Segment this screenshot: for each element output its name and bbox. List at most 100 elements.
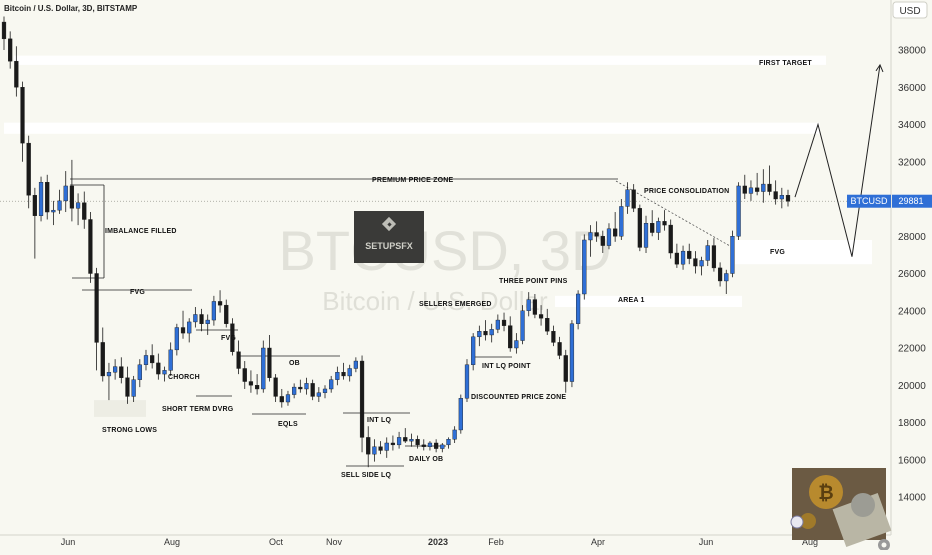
candle <box>322 385 328 399</box>
candle <box>680 245 686 270</box>
candle <box>594 221 599 242</box>
candle <box>730 230 735 278</box>
candle <box>434 439 439 453</box>
candle <box>440 442 445 453</box>
candle-body <box>650 223 655 233</box>
candle-body <box>409 439 414 442</box>
price-tick-label: 24000 <box>898 306 926 317</box>
candle-body <box>452 429 457 440</box>
candle-body <box>230 323 235 352</box>
setupsfx-logo: SETUPSFX <box>354 211 424 263</box>
candle <box>563 349 568 393</box>
candle-body <box>106 372 112 377</box>
logo-diamond-icon <box>381 216 397 232</box>
candle <box>588 225 593 257</box>
candle <box>415 435 420 449</box>
candle <box>489 323 494 343</box>
price-value-text: 29881 <box>898 196 923 206</box>
candle <box>310 379 315 401</box>
candle-body <box>193 314 198 323</box>
candle <box>8 31 13 69</box>
candle-body <box>742 185 747 194</box>
candle-body <box>545 318 550 332</box>
candle-body <box>674 252 679 265</box>
currency-button-frame[interactable] <box>892 1 928 19</box>
candle-body <box>100 342 105 377</box>
candle-body <box>131 379 136 397</box>
candle-body <box>156 362 161 375</box>
fvg-label-2: FVG <box>770 249 785 256</box>
candle <box>316 387 321 403</box>
watermark-symbol: BTCUSD, 3D <box>279 219 612 282</box>
daily-ob-label: DAILY OB <box>409 456 443 463</box>
candle-body <box>717 267 723 282</box>
candle-body <box>38 182 44 216</box>
candle-body <box>773 191 778 200</box>
candle-body <box>1 21 7 40</box>
candle-body <box>310 383 315 397</box>
candle <box>656 217 661 240</box>
candle <box>248 370 254 393</box>
candle-body <box>254 385 260 390</box>
currency-button[interactable]: USD <box>892 1 928 19</box>
candle <box>298 379 303 393</box>
bitcoin-coin-icon <box>809 475 843 509</box>
candle-body <box>736 185 741 237</box>
candle-body <box>205 319 210 324</box>
candle <box>687 243 692 265</box>
candle-body <box>119 366 124 379</box>
candle <box>119 357 124 384</box>
candle-body <box>403 437 408 442</box>
price-consolidation-label: PRICE CONSOLIDATION <box>644 188 729 195</box>
candle-body <box>446 439 451 446</box>
time-axis[interactable]: Jun Aug Oct Nov 2023 Feb Apr Jun Aug <box>61 537 818 547</box>
first-target-label: FIRST TARGET <box>759 60 812 67</box>
candle-body <box>82 202 87 220</box>
candle <box>1 16 7 50</box>
candle-body <box>662 221 667 226</box>
bitcoin-coins-thumbnail: ₿ <box>790 468 892 548</box>
candle-body <box>150 355 155 364</box>
candle-body <box>600 236 605 246</box>
candle <box>755 172 760 196</box>
candle-body <box>767 183 772 192</box>
price-tick-label: 34000 <box>898 120 926 131</box>
settings-gear-icon[interactable] <box>878 539 890 551</box>
candle <box>724 269 729 294</box>
candle <box>168 342 173 376</box>
candle <box>211 295 217 326</box>
candle <box>569 320 575 388</box>
candle <box>106 362 112 401</box>
candle <box>187 318 192 343</box>
time-tick-label: Jun <box>699 537 714 547</box>
time-tick-label: Feb <box>488 537 504 547</box>
candle-body <box>569 323 575 382</box>
price-tick-label: 18000 <box>898 418 926 429</box>
candle-body <box>359 360 365 438</box>
candle <box>180 310 186 339</box>
time-tick-label: Nov <box>326 537 343 547</box>
candle <box>526 292 531 317</box>
candle <box>63 171 68 213</box>
candle <box>217 290 223 313</box>
time-tick-label: Aug <box>802 537 818 547</box>
time-tick-label: Oct <box>269 537 284 547</box>
candle-body <box>687 250 692 259</box>
price-symbol-badge <box>847 194 891 208</box>
candle <box>94 267 99 371</box>
candle <box>495 314 500 334</box>
candle <box>390 435 396 451</box>
candle-body <box>637 208 642 248</box>
candle-body <box>285 394 291 403</box>
price-tick-label: 28000 <box>898 232 926 243</box>
candle-body <box>748 187 754 194</box>
projection-path <box>794 64 881 257</box>
candle <box>341 362 346 380</box>
candle-body <box>575 293 581 324</box>
choch-label: CHORCH <box>168 374 200 381</box>
candle-body <box>656 221 661 233</box>
candle-body <box>724 273 729 282</box>
candle-body <box>32 195 37 216</box>
